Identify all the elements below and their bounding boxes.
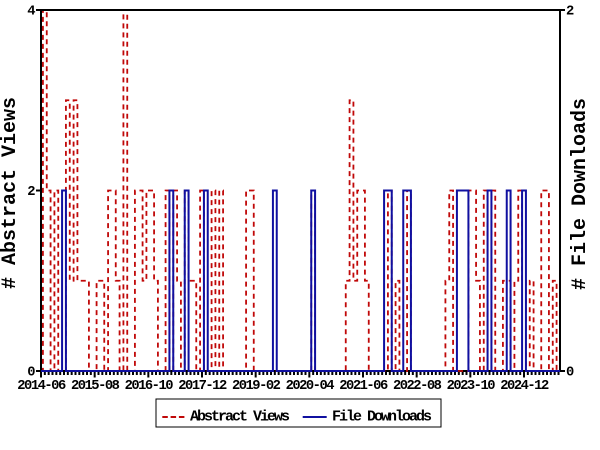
svg-text:# Abstract Views: # Abstract Views [0,97,22,289]
svg-text:2023-10: 2023-10 [447,379,496,394]
svg-text:2020-04: 2020-04 [286,379,335,394]
svg-text:2019-02: 2019-02 [232,379,281,394]
svg-text:0: 0 [27,366,35,381]
svg-text:# File Downloads: # File Downloads [569,98,592,290]
svg-text:2017-12: 2017-12 [178,379,227,394]
svg-text:2016-10: 2016-10 [125,379,174,394]
svg-text:2021-06: 2021-06 [339,379,388,394]
svg-text:2024-12: 2024-12 [500,379,549,394]
svg-text:Abstract Views: Abstract Views [190,409,290,426]
svg-text:2: 2 [27,185,35,200]
svg-text:2: 2 [566,5,574,20]
svg-text:2015-08: 2015-08 [71,379,120,394]
svg-text:2022-08: 2022-08 [393,379,442,394]
svg-text:File Downloads: File Downloads [332,409,432,426]
svg-text:2014-06: 2014-06 [17,379,66,394]
svg-text:4: 4 [27,5,35,20]
svg-text:0: 0 [566,366,574,381]
